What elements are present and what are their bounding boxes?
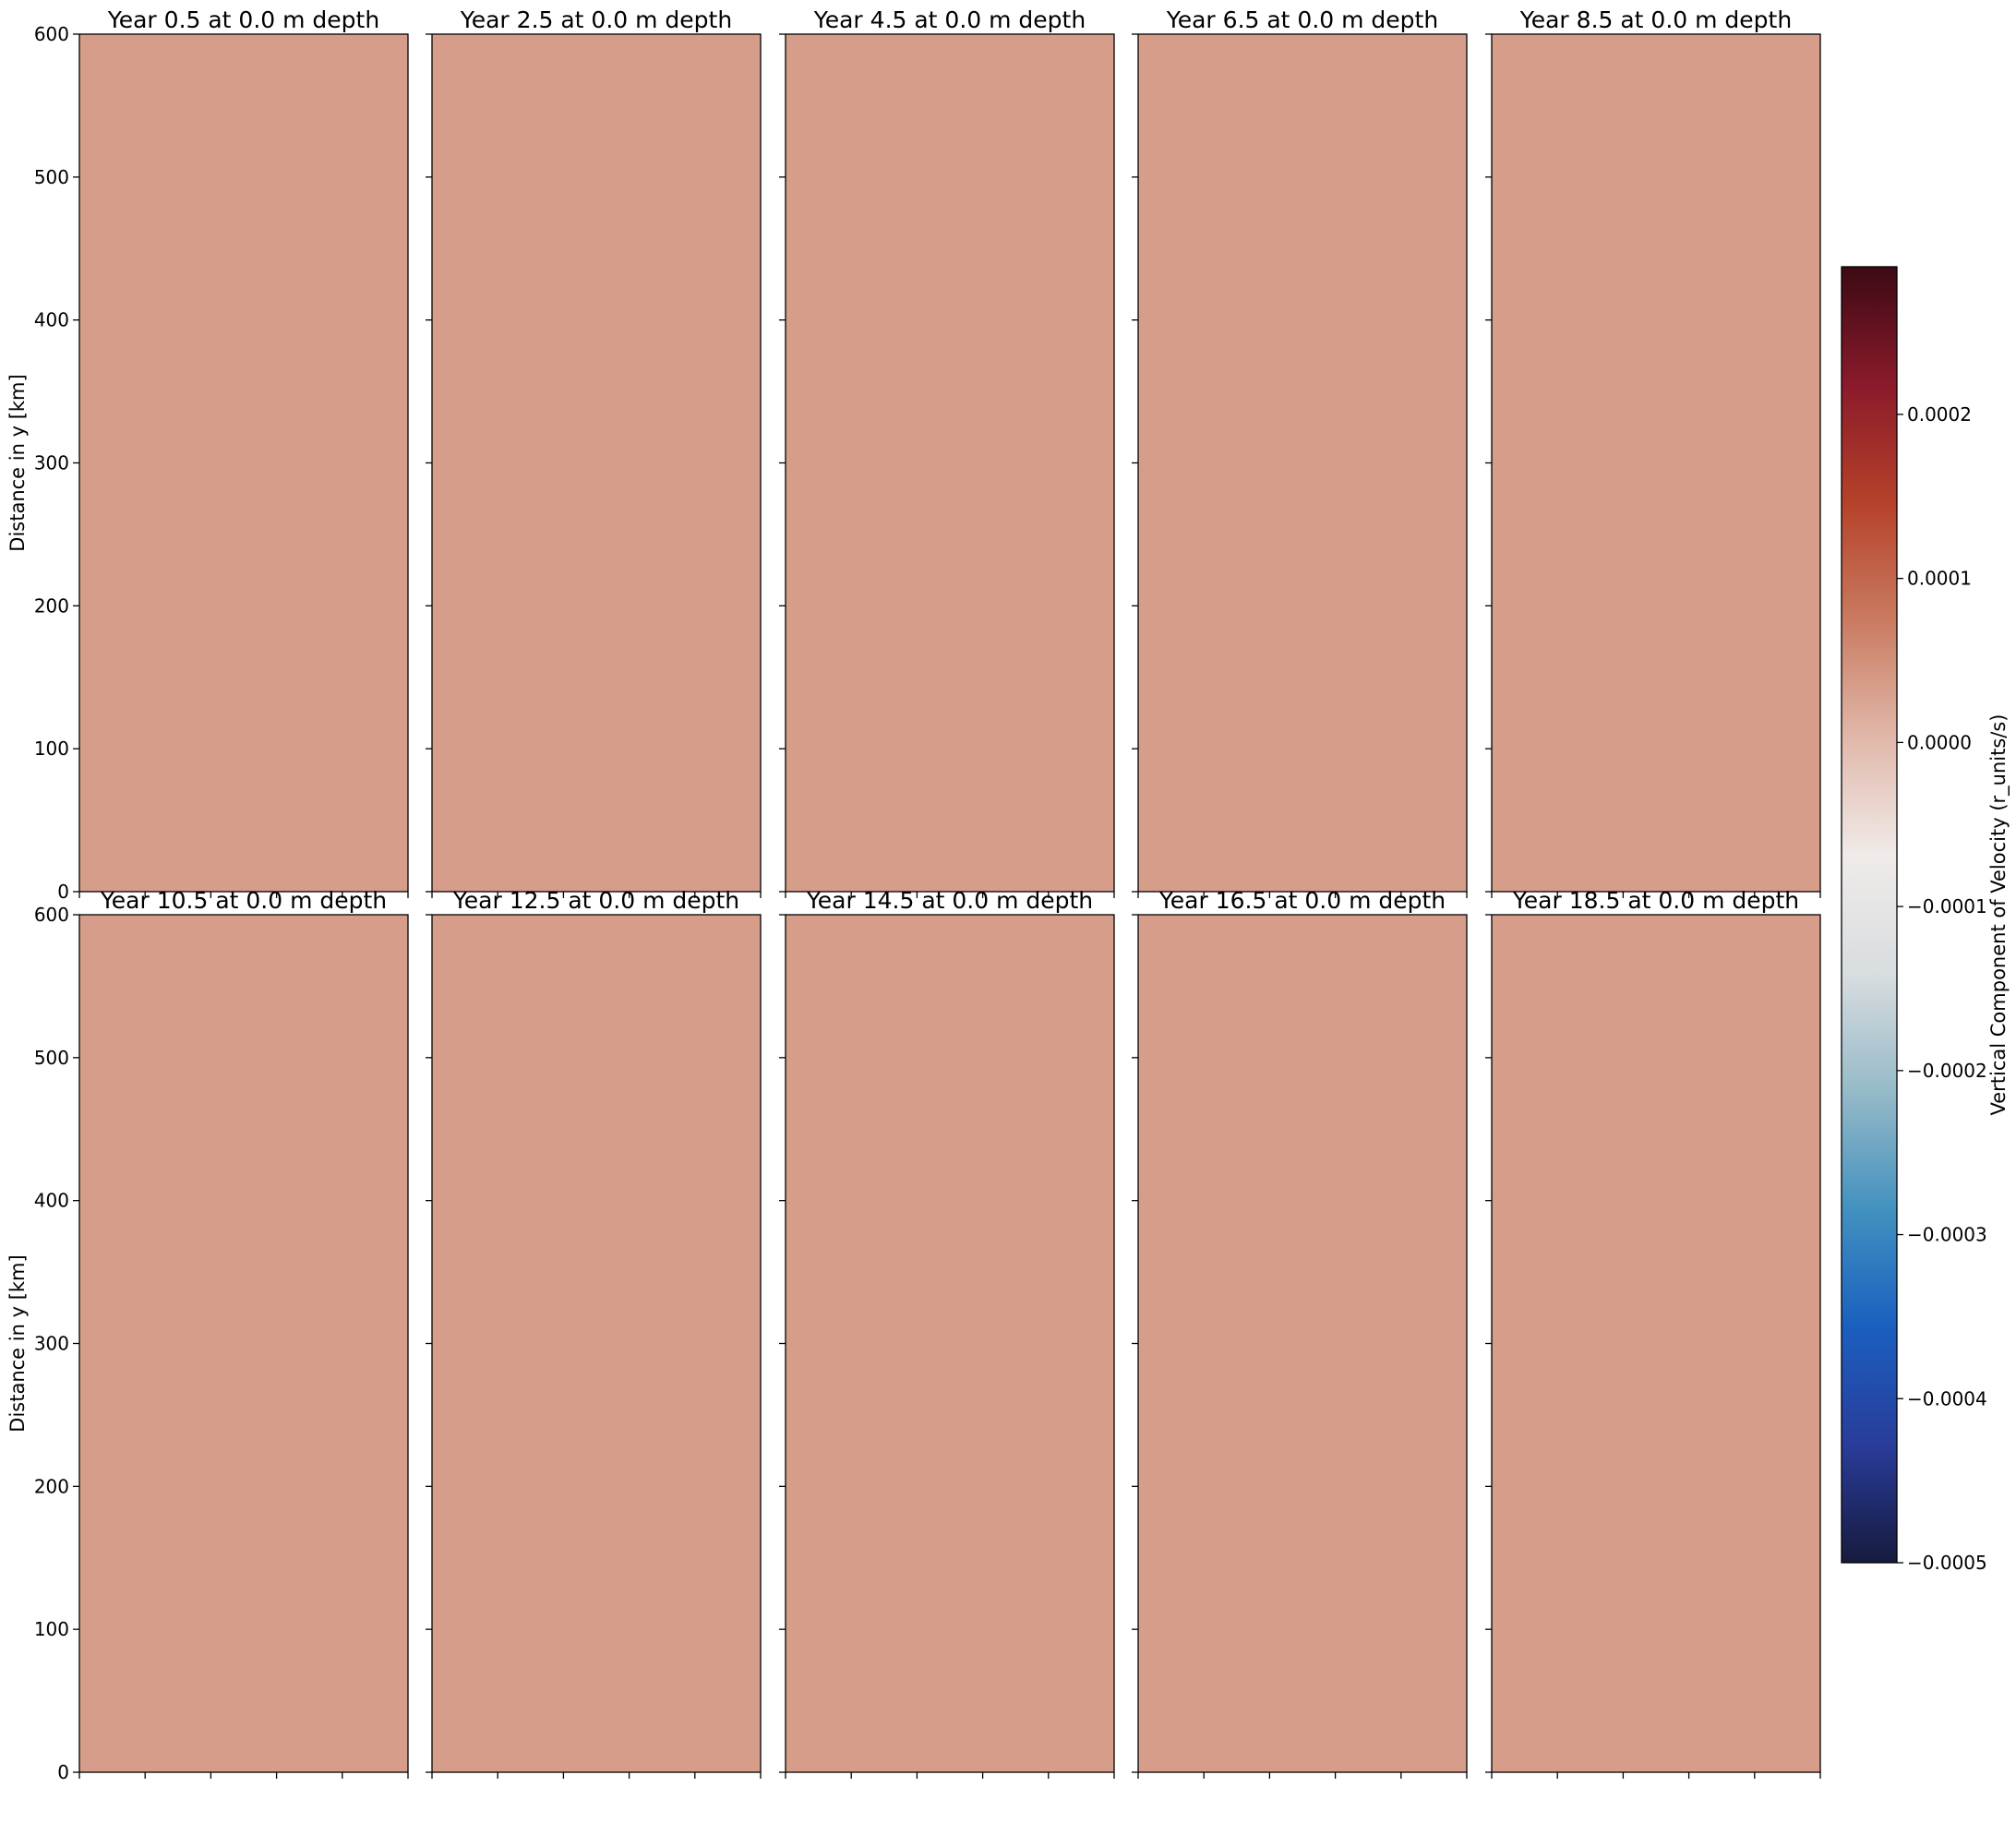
y-tick-label: 600 <box>34 23 69 45</box>
panel-3: Year 4.5 at 0.0 m depth <box>779 6 1115 898</box>
y-tick-label: 300 <box>34 452 69 474</box>
panel-title: Year 4.5 at 0.0 m depth <box>813 6 1086 33</box>
panel-title: Year 2.5 at 0.0 m depth <box>460 6 732 33</box>
panel-7: Year 12.5 at 0.0 m depth <box>426 887 762 1779</box>
velocity-field <box>1138 915 1467 1772</box>
panels: Year 0.5 at 0.0 m depth 0 100 200 300 400 500 6… <box>6 6 1821 1783</box>
y-tick-label: 0 <box>57 881 69 903</box>
panel-title: Year 16.5 at 0.0 m depth <box>1158 887 1446 914</box>
panel-title: Year 12.5 at 0.0 m depth <box>452 887 739 914</box>
panel-4: Year 6.5 at 0.0 m depth <box>1132 6 1468 898</box>
y-axis-label: Distance in y [km] <box>6 374 29 551</box>
panel-title: Year 18.5 at 0.0 m depth <box>1512 887 1799 914</box>
velocity-field <box>79 34 408 892</box>
y-tick-label: 300 <box>34 1333 69 1355</box>
velocity-field <box>1492 915 1820 1772</box>
colorbar-tick-label: 0.0001 <box>1907 568 1972 590</box>
colorbar-tick-label: −0.0001 <box>1907 895 1987 917</box>
colorbar-tick-label: −0.0004 <box>1907 1387 1987 1409</box>
panel-title: Year 8.5 at 0.0 m depth <box>1519 6 1792 33</box>
y-tick-label: 500 <box>34 166 69 188</box>
y-tick-label: 200 <box>34 594 69 617</box>
panel-1: Year 0.5 at 0.0 m depth 0 100 200 300 400 500 6… <box>6 6 409 903</box>
y-tick-label: 200 <box>34 1475 69 1497</box>
colorbar-tick-label: −0.0003 <box>1907 1224 1987 1246</box>
panel-6: Year 10.5 at 0.0 m depth 0 100 200 300 400 500… <box>6 887 409 1783</box>
colorbar-frame <box>1841 266 1898 1564</box>
y-tick-label: 600 <box>34 904 69 926</box>
velocity-field <box>432 34 761 892</box>
y-tick-label: 500 <box>34 1047 69 1069</box>
y-tick-label: 0 <box>57 1761 69 1783</box>
colorbar-label: Vertical Component of Velocity (r_units/… <box>1987 714 2010 1115</box>
colorbar-tick-label: 0.0000 <box>1907 731 1972 753</box>
panel-2: Year 2.5 at 0.0 m depth <box>426 6 762 898</box>
panel-title: Year 14.5 at 0.0 m depth <box>806 887 1093 914</box>
y-tick-label: 400 <box>34 1190 69 1212</box>
panel-8: Year 14.5 at 0.0 m depth <box>779 887 1115 1779</box>
colorbar-tick-label: −0.0002 <box>1907 1060 1987 1082</box>
panel-title: Year 6.5 at 0.0 m depth <box>1166 6 1438 33</box>
velocity-field <box>786 915 1114 1772</box>
velocity-field <box>786 34 1114 892</box>
velocity-field <box>79 915 408 1772</box>
panel-9: Year 16.5 at 0.0 m depth <box>1132 887 1468 1779</box>
velocity-field <box>1138 34 1467 892</box>
velocity-field <box>1492 34 1820 892</box>
y-axis-label: Distance in y [km] <box>6 1254 29 1432</box>
panel-title: Year 10.5 at 0.0 m depth <box>100 887 387 914</box>
y-tick-label: 100 <box>34 1618 69 1640</box>
colorbar-tick-label: 0.0002 <box>1907 403 1972 426</box>
colorbar-gradient <box>1842 267 1897 1563</box>
panel-title: Year 0.5 at 0.0 m depth <box>107 6 379 33</box>
panel-10: Year 18.5 at 0.0 m depth <box>1485 887 1821 1779</box>
velocity-field <box>432 915 761 1772</box>
colorbar: 0.0002 0.0001 0.0000 −0.0001 −0.0002 −0.0003 −… <box>1841 266 2010 1574</box>
colorbar-tick-label: −0.0005 <box>1907 1552 1987 1574</box>
panel-5: Year 8.5 at 0.0 m depth <box>1485 6 1821 898</box>
y-tick-label: 100 <box>34 738 69 760</box>
y-tick-label: 400 <box>34 309 69 331</box>
